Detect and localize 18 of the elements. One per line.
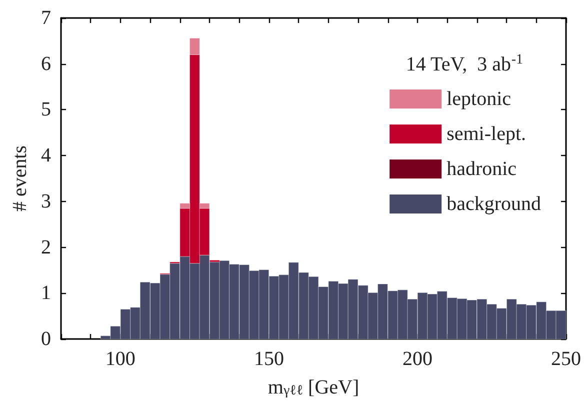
x-tick-label: 200 <box>402 348 432 370</box>
legend-label: semi-lept. <box>446 123 526 145</box>
x-tick-label: 250 <box>551 348 581 370</box>
y-tick-label: 4 <box>41 144 51 167</box>
x-tick-label: 100 <box>105 348 136 370</box>
x-tick-label: 150 <box>254 348 284 370</box>
y-axis-title: # events <box>9 145 32 212</box>
legend-label: leptonic <box>446 88 512 110</box>
y-tick-label: 3 <box>41 190 51 212</box>
legend-label: background <box>446 193 542 215</box>
legend-label: hadronic <box>446 158 517 180</box>
y-tick-label: 6 <box>41 52 51 75</box>
y-tick-label: 7 <box>41 7 51 29</box>
y-tick-label: 1 <box>41 282 51 304</box>
y-tick-label: 2 <box>41 236 51 258</box>
y-tick-label: 5 <box>41 98 51 121</box>
x-axis-title: mγℓℓ [GeV] <box>268 376 360 398</box>
y-tick-label: 0 <box>41 328 51 350</box>
